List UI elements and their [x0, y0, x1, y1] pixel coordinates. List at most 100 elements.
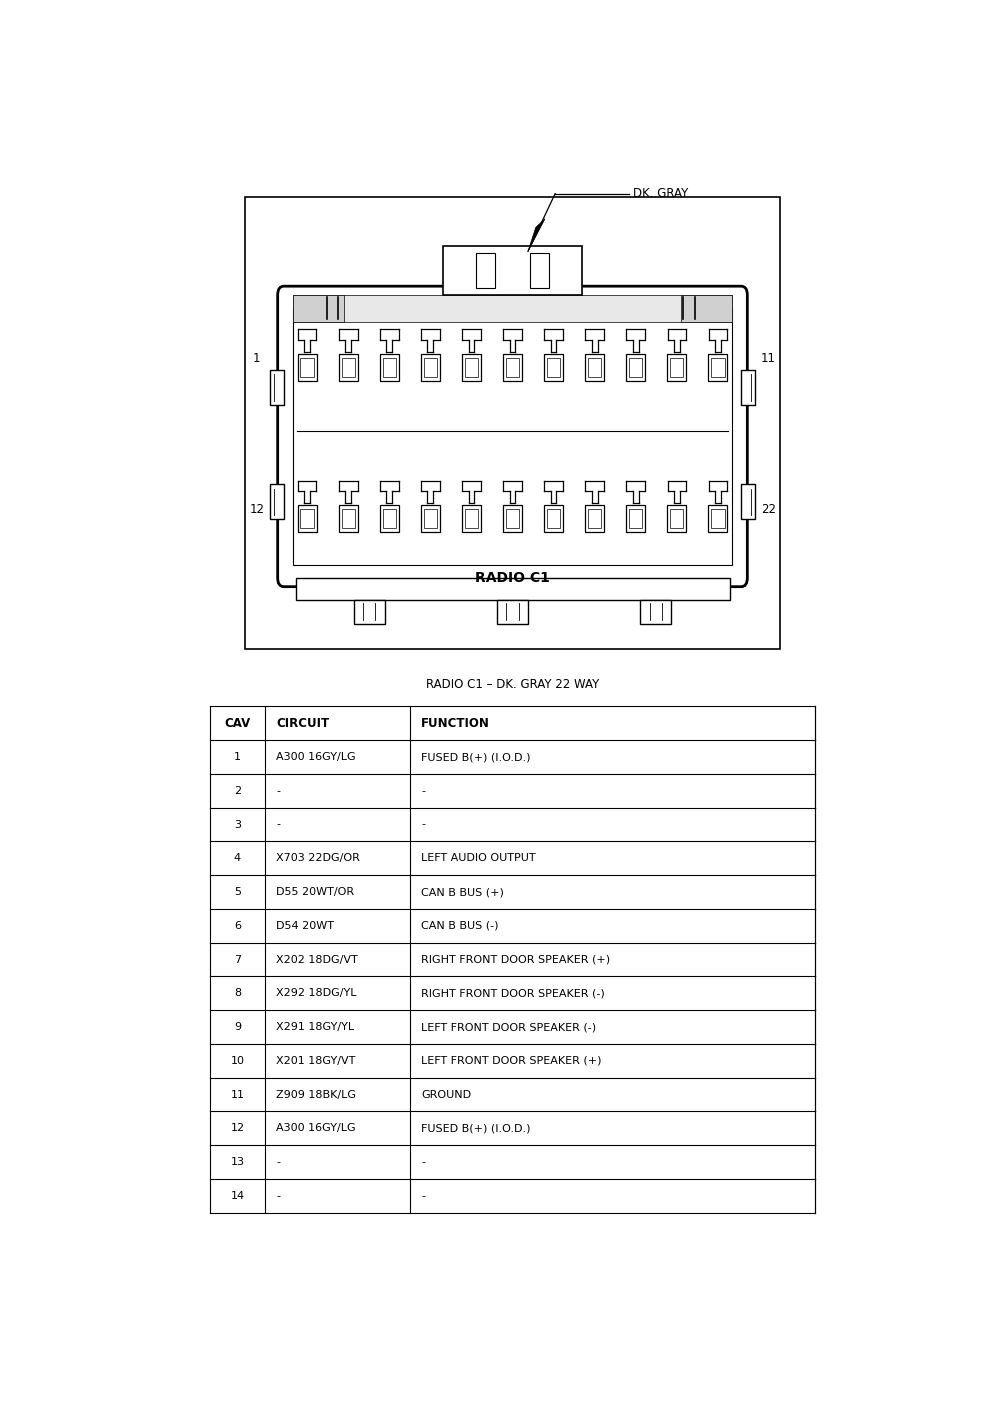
Bar [588, 509, 601, 527]
Bar [585, 505, 604, 532]
Text: -: - [276, 786, 280, 796]
Bar [708, 505, 727, 532]
Bar [547, 509, 560, 527]
Bar [339, 505, 358, 532]
Text: 5: 5 [234, 887, 241, 896]
Bar [298, 354, 317, 380]
Text: LEFT FRONT DOOR SPEAKER (-): LEFT FRONT DOOR SPEAKER (-) [421, 1022, 596, 1032]
Bar [270, 370, 284, 404]
Bar [544, 505, 563, 532]
Text: X703 22DG/OR: X703 22DG/OR [276, 853, 360, 864]
Bar [293, 296, 344, 322]
Bar [465, 358, 478, 376]
Text: X201 18GY/VT: X201 18GY/VT [276, 1056, 356, 1066]
Bar [670, 509, 683, 527]
Text: LEFT AUDIO OUTPUT: LEFT AUDIO OUTPUT [421, 853, 536, 864]
Text: FUSED B(+) (I.O.D.): FUSED B(+) (I.O.D.) [421, 1123, 531, 1134]
Text: Z909 18BK/LG: Z909 18BK/LG [276, 1090, 356, 1100]
Bar [547, 358, 560, 376]
Bar [544, 354, 563, 380]
Text: 4: 4 [234, 853, 241, 864]
Bar [245, 197, 780, 649]
Text: D54 20WT: D54 20WT [276, 921, 334, 930]
Bar [462, 505, 481, 532]
Bar [462, 354, 481, 380]
Bar [339, 354, 358, 380]
Text: 7: 7 [234, 954, 241, 964]
Bar [711, 509, 725, 527]
Text: RADIO C1 – DK. GRAY 22 WAY: RADIO C1 – DK. GRAY 22 WAY [426, 679, 599, 691]
Text: 2: 2 [234, 786, 241, 796]
Text: -: - [421, 786, 425, 796]
Bar [380, 354, 399, 380]
Text: A300 16GY/LG: A300 16GY/LG [276, 752, 356, 762]
Bar [293, 296, 732, 322]
Text: A300 16GY/LG: A300 16GY/LG [276, 1123, 356, 1134]
Text: 14: 14 [230, 1191, 245, 1200]
Text: 10: 10 [230, 1056, 244, 1066]
Text: 13: 13 [230, 1157, 244, 1167]
Bar [629, 509, 642, 527]
Text: CAN B BUS (-): CAN B BUS (-) [421, 921, 499, 930]
Text: 11: 11 [761, 352, 776, 365]
Bar [421, 354, 440, 380]
Bar [670, 358, 683, 376]
Bar [741, 370, 755, 404]
Bar [503, 354, 522, 380]
Text: 1: 1 [234, 752, 241, 762]
Bar [711, 358, 725, 376]
Bar [421, 505, 440, 532]
Bar [640, 600, 671, 624]
Text: LEFT FRONT DOOR SPEAKER (+): LEFT FRONT DOOR SPEAKER (+) [421, 1056, 602, 1066]
Text: 11: 11 [230, 1090, 244, 1100]
Bar [476, 253, 495, 287]
Text: RIGHT FRONT DOOR SPEAKER (-): RIGHT FRONT DOOR SPEAKER (-) [421, 988, 605, 998]
Bar [626, 354, 645, 380]
Text: RIGHT FRONT DOOR SPEAKER (+): RIGHT FRONT DOOR SPEAKER (+) [421, 954, 610, 964]
Bar [585, 354, 604, 380]
Bar [342, 509, 355, 527]
Text: FUNCTION: FUNCTION [421, 717, 490, 730]
Text: 8: 8 [234, 988, 241, 998]
Text: CIRCUIT: CIRCUIT [276, 717, 329, 730]
Bar [626, 505, 645, 532]
Bar [270, 485, 284, 519]
Bar [667, 505, 686, 532]
Text: 3: 3 [234, 820, 241, 830]
Bar [424, 509, 437, 527]
Text: GROUND: GROUND [421, 1090, 471, 1100]
Bar [443, 246, 582, 296]
Text: -: - [276, 1157, 280, 1167]
Bar [465, 509, 478, 527]
Bar [296, 578, 730, 600]
Text: 12: 12 [230, 1123, 245, 1134]
Bar [300, 358, 314, 376]
Bar [503, 505, 522, 532]
Text: X291 18GY/YL: X291 18GY/YL [276, 1022, 354, 1032]
Text: X292 18DG/YL: X292 18DG/YL [276, 988, 357, 998]
Bar [629, 358, 642, 376]
Text: -: - [276, 1191, 280, 1200]
Text: 12: 12 [249, 503, 264, 516]
Bar [530, 253, 549, 287]
Text: DK. GRAY: DK. GRAY [633, 187, 688, 201]
Text: CAV: CAV [224, 717, 251, 730]
Bar [708, 354, 727, 380]
Bar [383, 358, 396, 376]
Text: CAN B BUS (+): CAN B BUS (+) [421, 887, 504, 896]
Bar [354, 600, 385, 624]
Text: 9: 9 [234, 1022, 241, 1032]
Text: 1: 1 [253, 352, 260, 365]
Bar [497, 600, 528, 624]
Bar [506, 509, 519, 527]
Text: 22: 22 [761, 503, 776, 516]
Text: RADIO C1: RADIO C1 [475, 571, 550, 585]
Bar [741, 485, 755, 519]
Bar [681, 296, 732, 322]
Bar [424, 358, 437, 376]
Bar [383, 509, 396, 527]
Bar [342, 358, 355, 376]
Bar [506, 358, 519, 376]
Bar [588, 358, 601, 376]
Bar [667, 354, 686, 380]
